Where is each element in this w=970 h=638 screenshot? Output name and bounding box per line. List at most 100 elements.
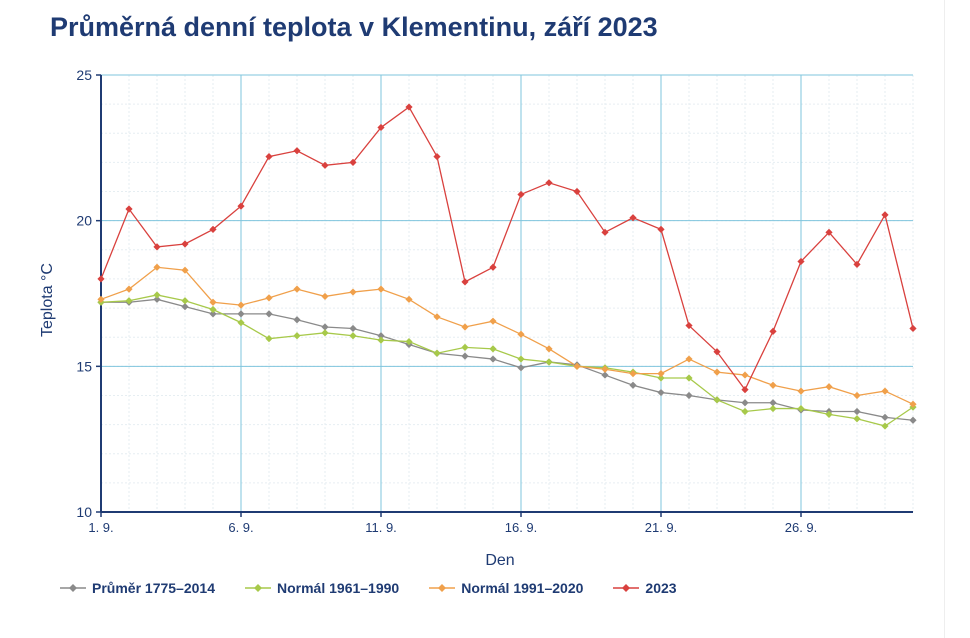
minor-grid [100, 74, 914, 513]
data-point [153, 243, 161, 251]
data-point [685, 321, 693, 330]
data-point [517, 190, 525, 199]
legend-item: Průměr 1775–2014 [60, 580, 215, 596]
data-point [433, 349, 441, 357]
x-axis-label: Den [485, 552, 514, 569]
data-point [629, 370, 637, 378]
data-point [405, 295, 413, 303]
data-point [433, 152, 441, 161]
data-point [825, 228, 833, 236]
data-point [881, 413, 889, 421]
data-point [125, 285, 133, 293]
x-tick-label: 11. 9. [365, 520, 397, 535]
data-point [741, 399, 749, 407]
legend-swatch [429, 584, 456, 592]
data-point [797, 404, 805, 413]
data-point [153, 295, 161, 303]
data-point [125, 297, 133, 305]
data-point [797, 387, 805, 395]
data-point [181, 266, 189, 274]
legend: Průměr 1775–2014 Normál 1961–1990 Normál 1… [60, 580, 677, 596]
y-tick-label: 15 [76, 358, 92, 374]
data-point [881, 422, 889, 430]
chart-title: Průměrná denní teplota v Klementinu, zář… [50, 12, 658, 42]
data-point [209, 305, 217, 314]
data-point [657, 225, 665, 234]
data-point [573, 362, 581, 370]
data-point [741, 386, 749, 394]
data-point [713, 396, 721, 404]
series-line-3 [100, 266, 914, 405]
data-point [657, 370, 665, 378]
data-point [461, 343, 469, 351]
data-point [377, 285, 385, 293]
data-point [377, 336, 385, 344]
data-point [825, 410, 833, 419]
data-point [209, 310, 217, 318]
data-point [853, 407, 861, 416]
data-point [573, 187, 581, 196]
data-point [321, 329, 329, 337]
series-line-1 [101, 298, 914, 421]
data-point [293, 285, 301, 293]
data-point [545, 358, 553, 366]
data-point [237, 319, 245, 327]
data-point [713, 368, 721, 376]
legend-item: 2023 [613, 580, 677, 596]
data-point [265, 152, 273, 161]
data-point [349, 324, 357, 333]
data-point [293, 316, 301, 324]
data-point [853, 415, 861, 423]
data-point [237, 301, 245, 309]
data-point [377, 123, 385, 132]
data-point [769, 381, 777, 389]
data-point [181, 303, 189, 311]
data-point [545, 179, 553, 187]
data-point [601, 365, 609, 373]
data-point [769, 404, 777, 413]
data-point [517, 330, 525, 338]
series-points [97, 103, 917, 430]
data-point [405, 103, 413, 111]
data-point [881, 211, 889, 219]
data-point [741, 407, 749, 416]
data-point [769, 399, 777, 407]
x-tick-label: 6. 9. [228, 520, 253, 535]
x-tick-label: 16. 9. [505, 520, 538, 535]
series-line-4 [100, 106, 914, 391]
legend-label: Normál 1991–2020 [461, 580, 584, 596]
data-point [657, 374, 665, 382]
data-point [489, 263, 497, 271]
data-point [489, 345, 497, 353]
legend-swatch [613, 584, 640, 592]
data-point [405, 337, 413, 346]
data-point [265, 335, 273, 343]
data-point [209, 298, 217, 306]
data-point [601, 371, 609, 379]
data-point [377, 332, 385, 340]
legend-label: Normál 1961–1990 [277, 580, 400, 596]
data-point [461, 352, 469, 360]
data-point [237, 310, 245, 318]
data-point [601, 228, 609, 236]
data-point [237, 202, 245, 210]
data-point [517, 364, 525, 372]
data-point [797, 257, 805, 266]
data-point [433, 313, 441, 321]
x-tick-label: 26. 9. [785, 520, 818, 535]
y-tick-label: 25 [76, 67, 92, 83]
data-point [517, 355, 525, 363]
data-point [153, 291, 161, 299]
data-point [321, 161, 329, 169]
data-point [853, 260, 861, 268]
data-point [713, 348, 721, 356]
data-point [629, 381, 637, 389]
major-grid [100, 74, 913, 513]
data-point [489, 355, 497, 363]
page-divider [944, 0, 945, 638]
data-point [209, 225, 217, 234]
legend-label: 2023 [645, 580, 677, 596]
axes [96, 74, 913, 517]
data-point [153, 263, 161, 271]
